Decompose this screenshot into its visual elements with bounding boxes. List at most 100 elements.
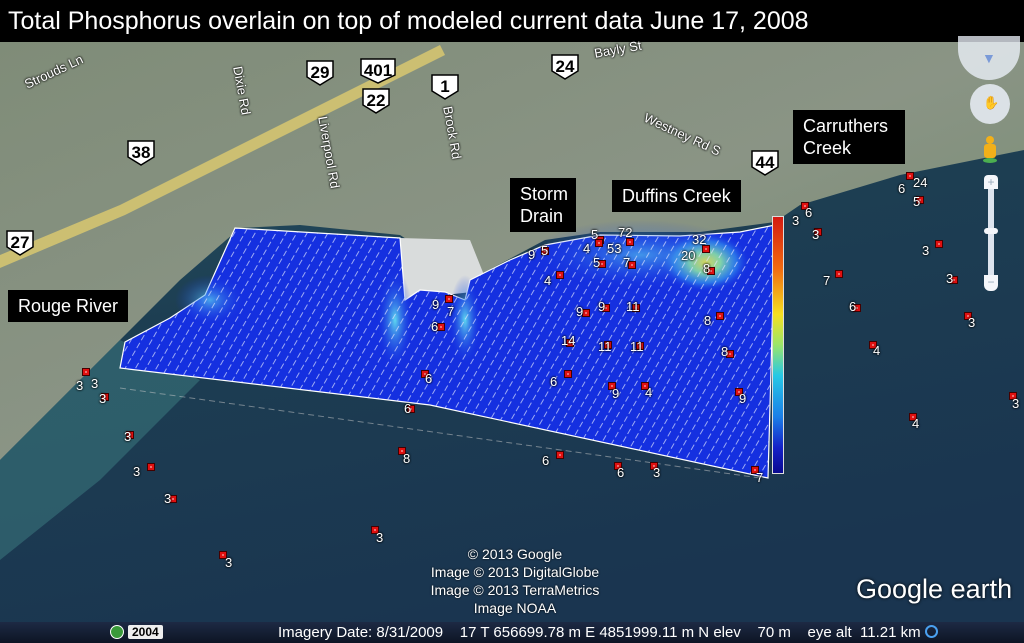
- phosphorus-value-label: 3: [376, 530, 384, 545]
- sample-station-marker[interactable]: [801, 202, 809, 210]
- highway-shield: 44: [751, 150, 779, 176]
- zoom-slider-handle[interactable]: [984, 228, 998, 234]
- sample-station-marker[interactable]: [614, 462, 622, 470]
- sample-station-marker[interactable]: [219, 551, 227, 559]
- sample-station-marker[interactable]: [126, 431, 134, 439]
- sample-station-marker[interactable]: [371, 526, 379, 534]
- phosphorus-value-label: 4: [645, 385, 653, 400]
- phosphorus-value-label: 4: [912, 416, 920, 431]
- phosphorus-value-label: 7: [756, 470, 764, 485]
- shield-number: 44: [755, 153, 775, 172]
- shield-number: 401: [363, 61, 393, 80]
- sample-station-marker[interactable]: [935, 240, 943, 248]
- phosphorus-value-label: 6: [431, 319, 439, 334]
- streaming-indicator-icon: [924, 625, 938, 638]
- sample-station-marker[interactable]: [636, 342, 644, 350]
- zoom-in-button[interactable]: +: [984, 175, 998, 189]
- phosphorus-value-label: 3: [124, 429, 132, 444]
- sample-station-marker[interactable]: [707, 267, 715, 275]
- sample-station-marker[interactable]: [101, 393, 109, 401]
- sample-station-marker[interactable]: [950, 276, 958, 284]
- sample-station-marker[interactable]: [1009, 392, 1017, 400]
- callout-duffins-creek: Duffins Creek: [612, 180, 741, 212]
- sample-station-marker[interactable]: [147, 463, 155, 471]
- chevron-down-icon: ▼: [982, 50, 996, 66]
- phosphorus-value-label: 9: [598, 299, 606, 314]
- eye-altitude: eye alt 11.21 km: [807, 624, 921, 641]
- phosphorus-value-label: 9: [612, 386, 620, 401]
- sample-station-marker[interactable]: [726, 350, 734, 358]
- phosphorus-value-label: 7: [623, 255, 631, 270]
- sample-station-marker[interactable]: [407, 405, 415, 413]
- sample-station-marker[interactable]: [869, 341, 877, 349]
- shallow-water: [0, 340, 200, 560]
- sample-station-marker[interactable]: [608, 382, 616, 390]
- phosphorus-value-label: 32: [692, 232, 707, 247]
- attribution: © 2013 Google Image © 2013 DigitalGlobe …: [380, 545, 650, 617]
- phosphorus-value-label: 6: [849, 299, 857, 314]
- sample-station-marker[interactable]: [564, 370, 572, 378]
- sample-station-marker[interactable]: [541, 247, 549, 255]
- sample-station-marker[interactable]: [556, 451, 564, 459]
- sample-station-marker[interactable]: [582, 309, 590, 317]
- phosphorus-value-label: 8: [703, 261, 711, 276]
- sample-station-marker[interactable]: [906, 172, 914, 180]
- phosphorus-value-label: 9: [576, 304, 584, 319]
- phosphorus-value-label: 3: [653, 465, 661, 480]
- copyright-google: © 2013 Google: [467, 546, 563, 562]
- phosphorus-value-label: 24: [913, 175, 928, 190]
- copyright-digitalglobe: Image © 2013 DigitalGlobe: [430, 564, 600, 580]
- sample-station-marker[interactable]: [82, 368, 90, 376]
- sample-station-marker[interactable]: [916, 196, 924, 204]
- sample-station-marker[interactable]: [628, 261, 636, 269]
- sample-station-marker[interactable]: [751, 466, 759, 474]
- phosphorus-value-label: 11: [630, 339, 644, 354]
- shield-number: 29: [310, 63, 330, 82]
- sample-station-marker[interactable]: [598, 260, 606, 268]
- phosphorus-value-label: 8: [721, 344, 729, 359]
- sample-station-marker[interactable]: [602, 304, 610, 312]
- phosphorus-value-label: 5: [541, 243, 549, 258]
- historical-year: 2004: [128, 625, 163, 639]
- sample-station-marker[interactable]: [566, 339, 574, 347]
- google-earth-logo: Google earth: [856, 574, 1013, 604]
- phosphorus-value-label: 3: [99, 391, 107, 406]
- sample-station-marker[interactable]: [641, 382, 649, 390]
- street-view-pegman-icon[interactable]: [983, 136, 997, 164]
- phosphorus-value-label: 5: [913, 194, 921, 209]
- highway-shield: 24: [551, 54, 579, 80]
- zoom-slider[interactable]: + −: [984, 175, 998, 293]
- phosphorus-value-label: 4: [583, 241, 591, 256]
- sample-station-marker[interactable]: [626, 238, 634, 246]
- sample-station-marker[interactable]: [716, 312, 724, 320]
- sample-station-marker[interactable]: [814, 228, 822, 236]
- sample-station-marker[interactable]: [398, 447, 406, 455]
- sample-station-marker[interactable]: [604, 341, 612, 349]
- current-model-overlay: [119, 220, 776, 479]
- sample-station-marker[interactable]: [964, 312, 972, 320]
- callout-carruthers-creek: Carruthers Creek: [793, 110, 905, 164]
- sample-station-marker[interactable]: [595, 239, 603, 247]
- zoom-out-button[interactable]: −: [984, 275, 998, 291]
- phosphorus-value-label: 5: [591, 227, 599, 242]
- sample-station-marker[interactable]: [650, 462, 658, 470]
- sample-station-marker[interactable]: [421, 370, 429, 378]
- sample-station-marker[interactable]: [632, 304, 640, 312]
- highway-shield: 1: [431, 74, 459, 100]
- sample-station-marker[interactable]: [445, 295, 453, 303]
- sample-station-marker[interactable]: [735, 388, 743, 396]
- sample-station-marker[interactable]: [909, 413, 917, 421]
- sample-station-marker[interactable]: [169, 495, 177, 503]
- highway-shield: 401: [360, 58, 396, 84]
- phosphorus-value-label: 8: [403, 451, 411, 466]
- phosphorus-value-label: 9: [739, 391, 747, 406]
- sample-station-marker[interactable]: [835, 270, 843, 278]
- sample-station-marker[interactable]: [556, 271, 564, 279]
- move-joystick[interactable]: ✋: [970, 84, 1010, 124]
- sample-station-marker[interactable]: [702, 245, 710, 253]
- sample-station-marker[interactable]: [853, 304, 861, 312]
- historical-imagery-button[interactable]: 2004: [110, 625, 163, 639]
- copyright-terrametrics: Image © 2013 TerraMetrics: [430, 582, 600, 598]
- sample-station-marker[interactable]: [437, 323, 445, 331]
